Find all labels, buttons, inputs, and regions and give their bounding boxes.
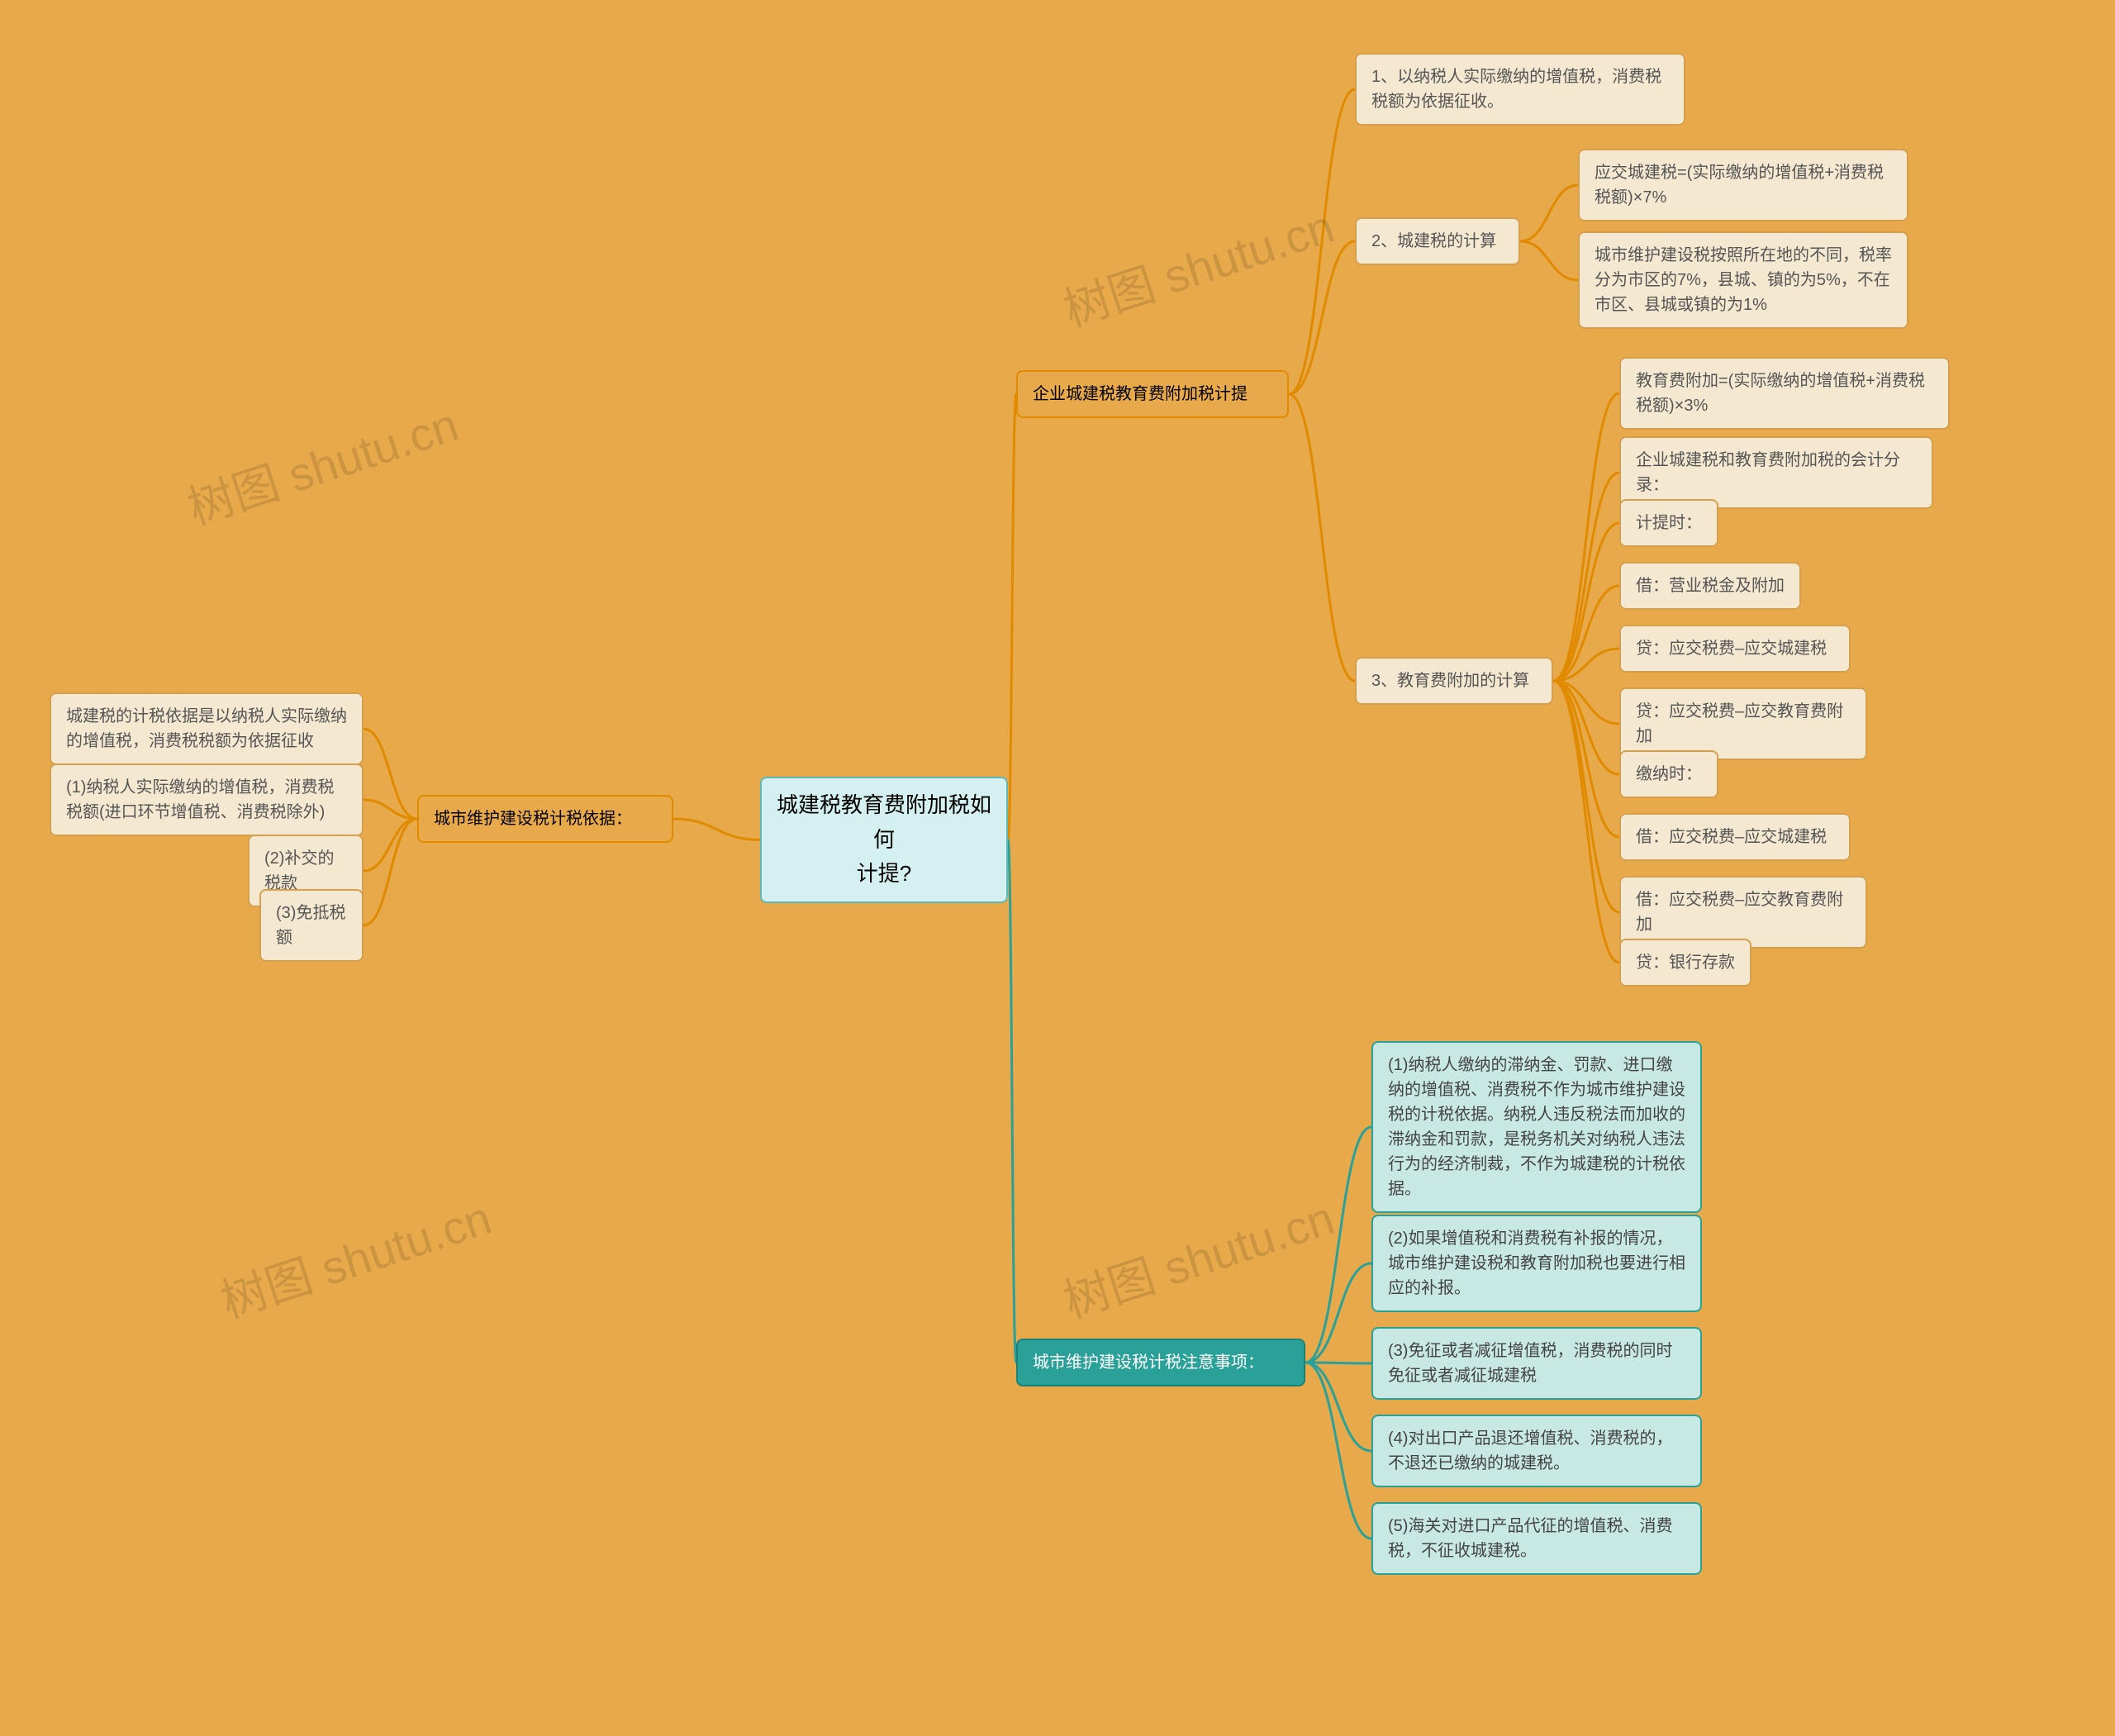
- root-line1: 城建税教育费附加税如何: [777, 792, 991, 852]
- left-branch[interactable]: 城市维护建设税计税依据：: [417, 795, 673, 843]
- r2-branch[interactable]: 城市维护建设税计税注意事项：: [1016, 1339, 1305, 1386]
- left-leaf-0[interactable]: 城建税的计税依据是以纳税人实际缴纳的增值税，消费税税额为依据征收: [50, 692, 364, 765]
- r1-item2[interactable]: 2、城建税的计算: [1355, 217, 1520, 265]
- r1-item1[interactable]: 1、以纳税人实际缴纳的增值税，消费税税额为依据征收。: [1355, 53, 1685, 126]
- watermark: 树图 shutu.cn: [178, 388, 466, 539]
- r1-item3-c7[interactable]: 借：应交税费–应交城建税: [1619, 813, 1851, 861]
- r1-item2-c1[interactable]: 城市维护建设税按照所在地的不同，税率分为市区的7%，县城、镇的为5%，不在市区、…: [1578, 231, 1908, 329]
- r1-item3-c1[interactable]: 企业城建税和教育费附加税的会计分录：: [1619, 436, 1933, 509]
- r1-item3-c3[interactable]: 借：营业税金及附加: [1619, 562, 1801, 610]
- r1-branch[interactable]: 企业城建税教育费附加税计提: [1016, 370, 1289, 418]
- watermark: 树图 shutu.cn: [212, 1182, 499, 1332]
- r2-leaf-2[interactable]: (3)免征或者减征增值税，消费税的同时免征或者减征城建税: [1371, 1327, 1702, 1400]
- watermark: 树图 shutu.cn: [1054, 190, 1342, 340]
- root-line2: 计提?: [857, 861, 911, 886]
- r1-item3-c0[interactable]: 教育费附加=(实际缴纳的增值税+消费税税额)×3%: [1619, 357, 1950, 430]
- r2-leaf-4[interactable]: (5)海关对进口产品代征的增值税、消费税，不征收城建税。: [1371, 1502, 1702, 1575]
- root-node[interactable]: 城建税教育费附加税如何 计提?: [760, 777, 1008, 903]
- r1-item2-c0[interactable]: 应交城建税=(实际缴纳的增值税+消费税税额)×7%: [1578, 149, 1908, 221]
- left-leaf-1[interactable]: (1)纳税人实际缴纳的增值税，消费税税额(进口环节增值税、消费税除外): [50, 763, 364, 836]
- r1-item3-c2[interactable]: 计提时：: [1619, 499, 1718, 547]
- r1-item3-c8[interactable]: 借：应交税费–应交教育费附加: [1619, 876, 1867, 949]
- r1-item3-c6[interactable]: 缴纳时：: [1619, 750, 1718, 798]
- r1-item3-c4[interactable]: 贷：应交税费–应交城建税: [1619, 625, 1851, 673]
- r2-leaf-3[interactable]: (4)对出口产品退还增值税、消费税的，不退还已缴纳的城建税。: [1371, 1415, 1702, 1487]
- r1-item3-c9[interactable]: 贷：银行存款: [1619, 939, 1751, 987]
- left-leaf-3[interactable]: (3)免抵税额: [259, 889, 364, 962]
- r2-leaf-1[interactable]: (2)如果增值税和消费税有补报的情况，城市维护建设税和教育附加税也要进行相应的补…: [1371, 1215, 1702, 1312]
- r2-leaf-0[interactable]: (1)纳税人缴纳的滞纳金、罚款、进口缴纳的增值税、消费税不作为城市维护建设税的计…: [1371, 1041, 1702, 1213]
- r1-item3-c5[interactable]: 贷：应交税费–应交教育费附加: [1619, 687, 1867, 760]
- watermark: 树图 shutu.cn: [1054, 1182, 1342, 1332]
- r1-item3[interactable]: 3、教育费附加的计算: [1355, 657, 1553, 705]
